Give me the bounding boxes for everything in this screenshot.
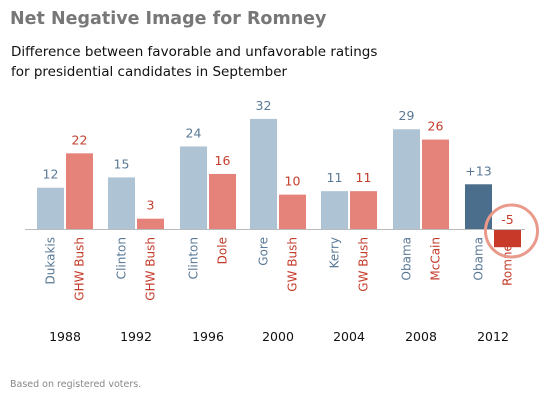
bar-rep-1992: [137, 218, 164, 229]
value-label-rep-2012: -5: [501, 212, 513, 227]
candidate-label-dem-2000: Gore: [257, 237, 271, 266]
candidate-label-rep-1996: Dole: [216, 237, 230, 264]
value-label-dem-1988: 12: [43, 167, 59, 182]
year-label-1996: 1996: [192, 329, 224, 344]
candidate-label-dem-1992: Clinton: [115, 237, 129, 279]
candidate-label-dem-2008: Obama: [400, 237, 414, 280]
year-label-2000: 2000: [262, 329, 294, 344]
value-label-dem-2008: 29: [399, 108, 415, 123]
value-label-dem-1992: 15: [114, 156, 130, 171]
bar-dem-2008: [393, 129, 420, 229]
chart-title: Net Negative Image for Romney: [10, 9, 327, 29]
subtitle-line-2: for presidential candidates in September: [11, 64, 288, 80]
value-label-rep-1988: 22: [72, 132, 88, 147]
candidate-label-dem-2012: Obama: [472, 237, 486, 280]
value-label-dem-1996: 24: [186, 125, 202, 140]
value-label-dem-2004: 11: [327, 170, 343, 185]
candidate-label-rep-1988: GHW Bush: [73, 237, 87, 301]
value-label-rep-2004: 11: [356, 170, 372, 185]
year-label-2004: 2004: [333, 329, 365, 344]
value-label-rep-2008: 26: [428, 119, 444, 134]
bar-dem-1996: [180, 146, 207, 229]
subtitle-line-1: Difference between favorable and unfavor…: [11, 44, 378, 60]
bar-rep-1988: [66, 153, 93, 229]
bar-rep-2012: [494, 230, 521, 248]
value-label-rep-2000: 10: [285, 174, 301, 189]
bar-dem-2000: [250, 118, 277, 229]
bar-dem-1992: [108, 177, 135, 229]
bar-rep-2008: [422, 139, 449, 229]
candidate-label-rep-2008: McCain: [429, 237, 443, 281]
candidate-label-rep-2000: GW Bush: [286, 237, 300, 292]
candidate-label-rep-2004: GW Bush: [357, 237, 371, 292]
highlight-ring: [484, 203, 539, 259]
year-label-2008: 2008: [405, 329, 437, 344]
candidate-label-rep-1992: GHW Bush: [144, 237, 158, 301]
value-label-dem-2012: +13: [465, 163, 491, 178]
year-label-1992: 1992: [120, 329, 152, 344]
bar-dem-2004: [321, 191, 348, 229]
bar-rep-1996: [209, 173, 236, 229]
value-label-dem-2000: 32: [256, 98, 272, 113]
candidate-label-dem-2004: Kerry: [328, 237, 342, 268]
footnote: Based on registered voters.: [10, 379, 142, 390]
value-label-rep-1996: 16: [215, 153, 231, 168]
candidate-label-dem-1996: Clinton: [187, 237, 201, 279]
bar-dem-1988: [37, 187, 64, 229]
value-label-rep-1992: 3: [147, 198, 155, 213]
bar-rep-2000: [279, 194, 306, 229]
year-label-2012: 2012: [477, 329, 509, 344]
chart-subtitle: Difference between favorable and unfavor…: [11, 42, 377, 82]
candidate-label-dem-1988: Dukakis: [44, 237, 58, 284]
year-label-1988: 1988: [49, 329, 81, 344]
candidate-label-rep-2012: Romney: [501, 237, 515, 286]
bar-rep-2004: [350, 191, 377, 229]
